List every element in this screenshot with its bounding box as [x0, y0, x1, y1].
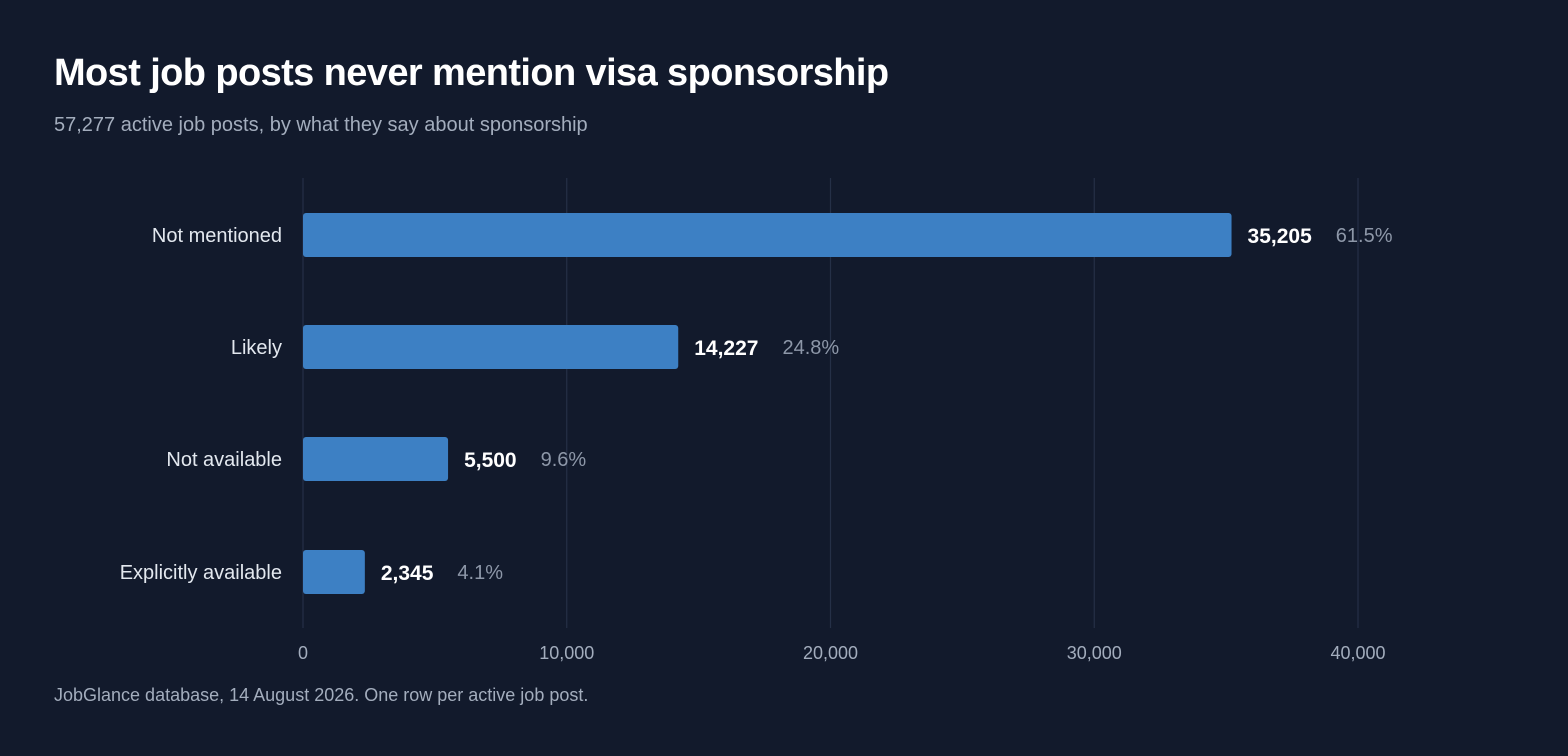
labels: Not mentioned 35,205 61.5% Likely 14,227 24.8… [120, 225, 1393, 585]
percent-label: 9.6% [541, 449, 587, 471]
x-tick-label: 0 [298, 643, 308, 663]
chart-title: Most job posts never mention visa sponso… [54, 52, 889, 94]
category-label: Explicitly available [120, 562, 282, 584]
chart-subtitle: 57,277 active job posts, by what they sa… [54, 114, 588, 136]
bar [303, 437, 449, 481]
x-tick-label: 30,000 [1067, 643, 1122, 663]
bar [303, 325, 679, 369]
category-label: Not available [166, 449, 282, 471]
x-tick-label: 10,000 [539, 643, 594, 663]
category-label: Likely [231, 337, 282, 359]
bar [303, 550, 365, 594]
percent-label: 4.1% [457, 562, 503, 584]
value-label: 5,500 [464, 449, 517, 472]
x-tick-label: 40,000 [1330, 643, 1385, 663]
bars [303, 213, 1232, 594]
bar [303, 213, 1232, 257]
value-label: 35,205 [1248, 225, 1313, 248]
value-label: 2,345 [381, 562, 434, 585]
x-tick-label: 20,000 [803, 643, 858, 663]
percent-label: 61.5% [1336, 225, 1393, 247]
chart-source-note: JobGlance database, 14 August 2026. One … [54, 685, 589, 705]
value-label: 14,227 [694, 337, 758, 360]
category-label: Not mentioned [152, 225, 282, 247]
x-axis-ticks: 0 10,000 20,000 30,000 40,000 [298, 643, 1386, 663]
percent-label: 24.8% [782, 337, 839, 359]
